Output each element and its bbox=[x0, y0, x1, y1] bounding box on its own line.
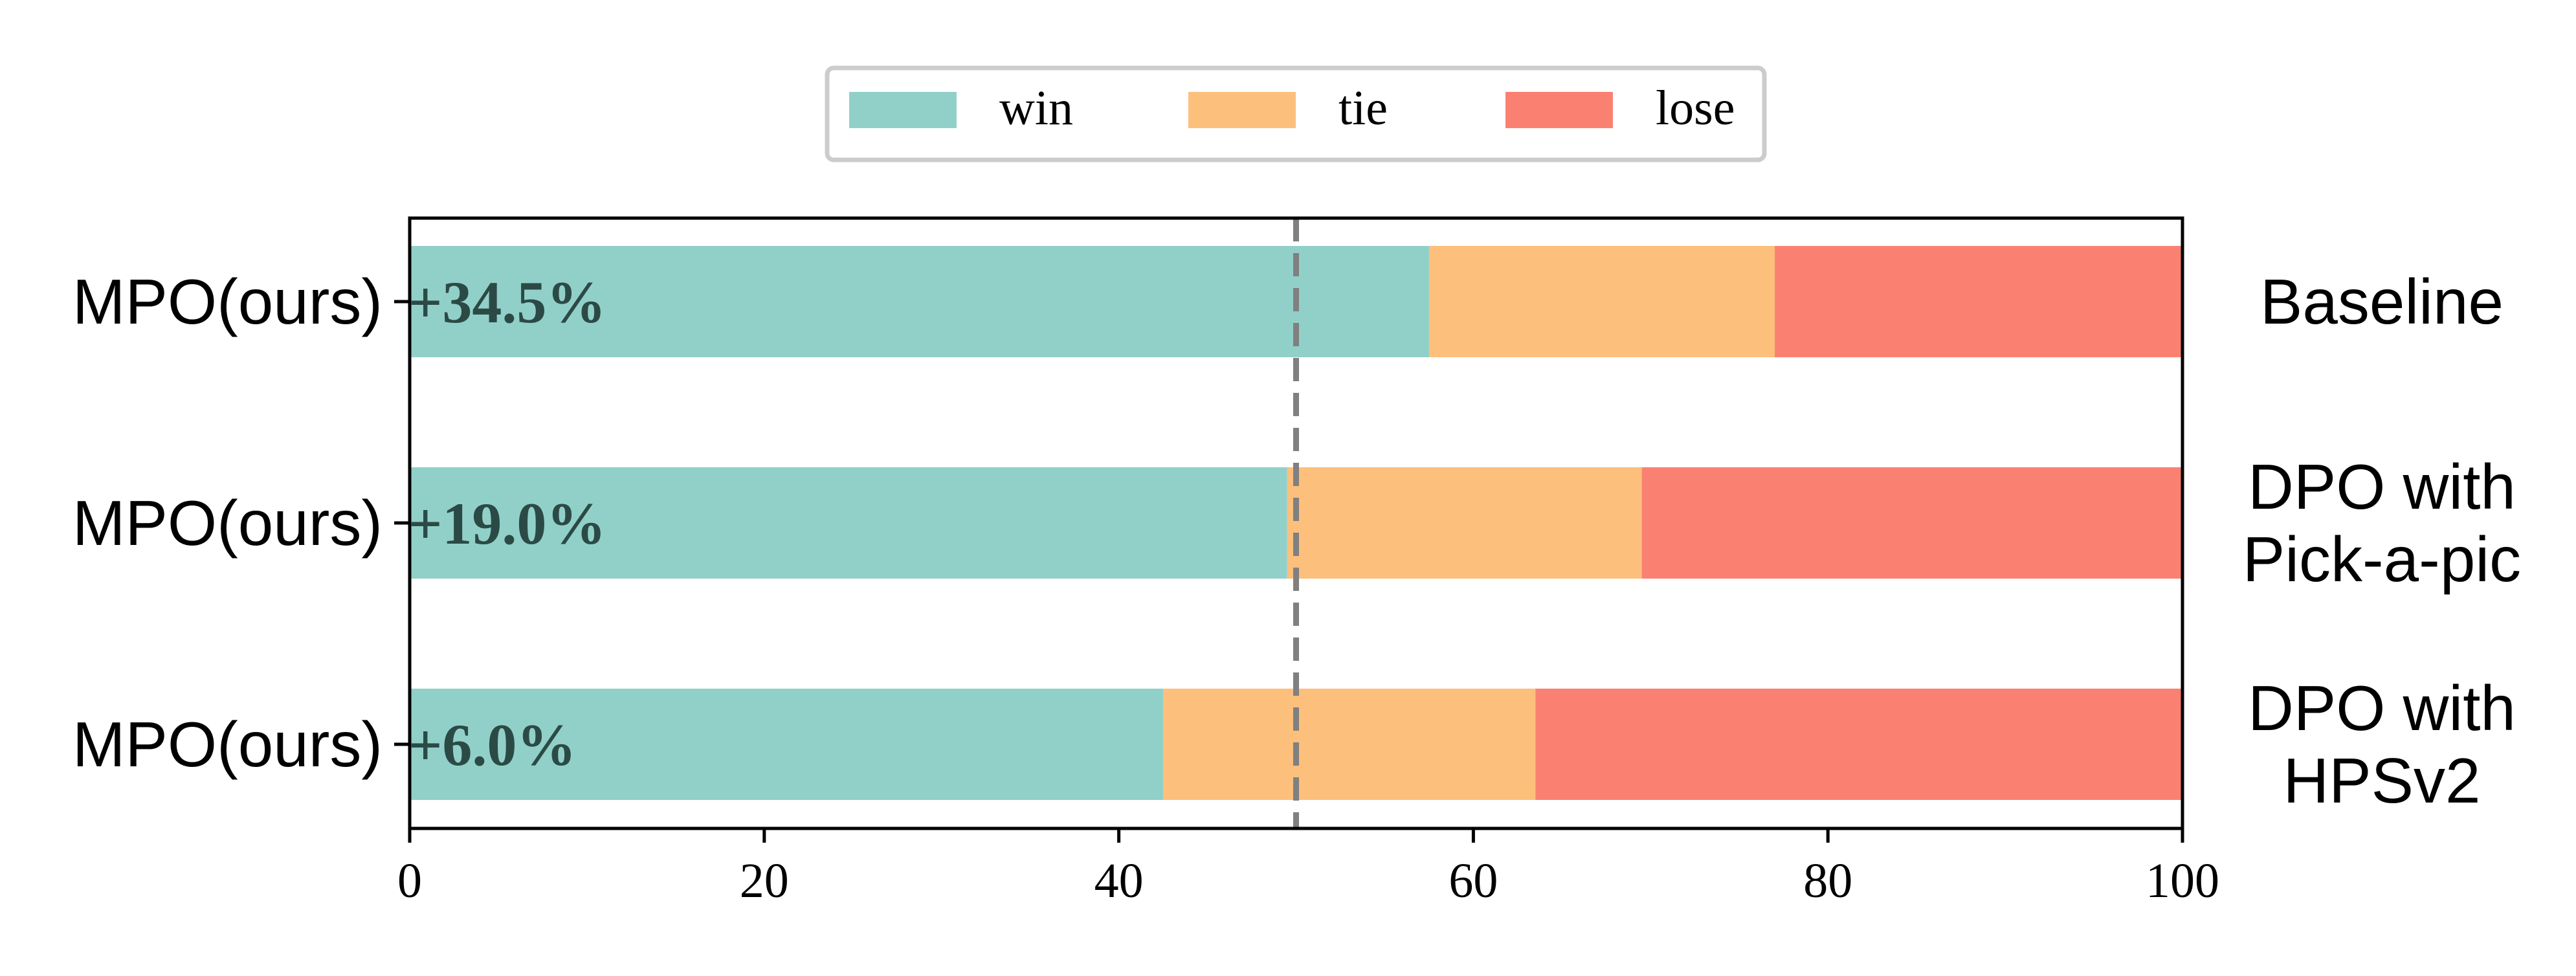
bar-tie-2 bbox=[1287, 467, 1642, 579]
bar-win-3 bbox=[410, 689, 1164, 800]
legend-swatch-win bbox=[849, 92, 957, 128]
annotation-1: +34.5% bbox=[408, 269, 606, 335]
x-tick-label-60: 60 bbox=[1449, 854, 1498, 908]
x-tick-label-40: 40 bbox=[1094, 854, 1144, 908]
bars bbox=[410, 246, 2182, 800]
bar-win-2 bbox=[410, 467, 1287, 579]
legend-label-lose: lose bbox=[1656, 81, 1735, 135]
y-tick-label-3: MPO(ours) bbox=[72, 709, 383, 780]
legend-swatch-lose bbox=[1505, 92, 1613, 128]
right-label-2-line-1: DPO with bbox=[2248, 451, 2516, 522]
y-tick-label-2: MPO(ours) bbox=[72, 487, 383, 559]
bar-lose-1 bbox=[1775, 246, 2182, 357]
right-label-2-line-2: Pick-a-pic bbox=[2243, 524, 2521, 595]
legend-swatch-tie bbox=[1188, 92, 1296, 128]
annotation-2: +19.0% bbox=[408, 491, 606, 557]
right-label-3-line-1: DPO with bbox=[2248, 672, 2516, 744]
annotation-3: +6.0% bbox=[408, 712, 576, 778]
bar-tie-1 bbox=[1428, 246, 1775, 357]
bar-win-1 bbox=[410, 246, 1429, 357]
bar-tie-3 bbox=[1163, 689, 1536, 800]
annotations: +34.5% +19.0% +6.0% bbox=[408, 269, 606, 778]
y-axis: MPO(ours) MPO(ours) MPO(ours) bbox=[72, 266, 410, 780]
bar-lose-3 bbox=[1535, 689, 2182, 800]
plot-frame bbox=[408, 216, 2184, 830]
right-label-1-line-1: Baseline bbox=[2260, 266, 2504, 337]
x-tick-label-0: 0 bbox=[397, 854, 422, 908]
y-tick-label-1: MPO(ours) bbox=[72, 266, 383, 337]
x-tick-label-80: 80 bbox=[1803, 854, 1852, 908]
right-label-3-line-2: HPSv2 bbox=[2283, 745, 2480, 816]
legend-label-win: win bbox=[999, 81, 1073, 135]
bar-lose-2 bbox=[1641, 467, 2182, 579]
x-tick-label-100: 100 bbox=[2146, 854, 2219, 908]
x-tick-label-20: 20 bbox=[740, 854, 789, 908]
x-axis: 0 20 40 60 80 100 bbox=[397, 828, 2219, 908]
legend-label-tie: tie bbox=[1338, 81, 1388, 135]
legend: win tie lose bbox=[825, 65, 1767, 162]
